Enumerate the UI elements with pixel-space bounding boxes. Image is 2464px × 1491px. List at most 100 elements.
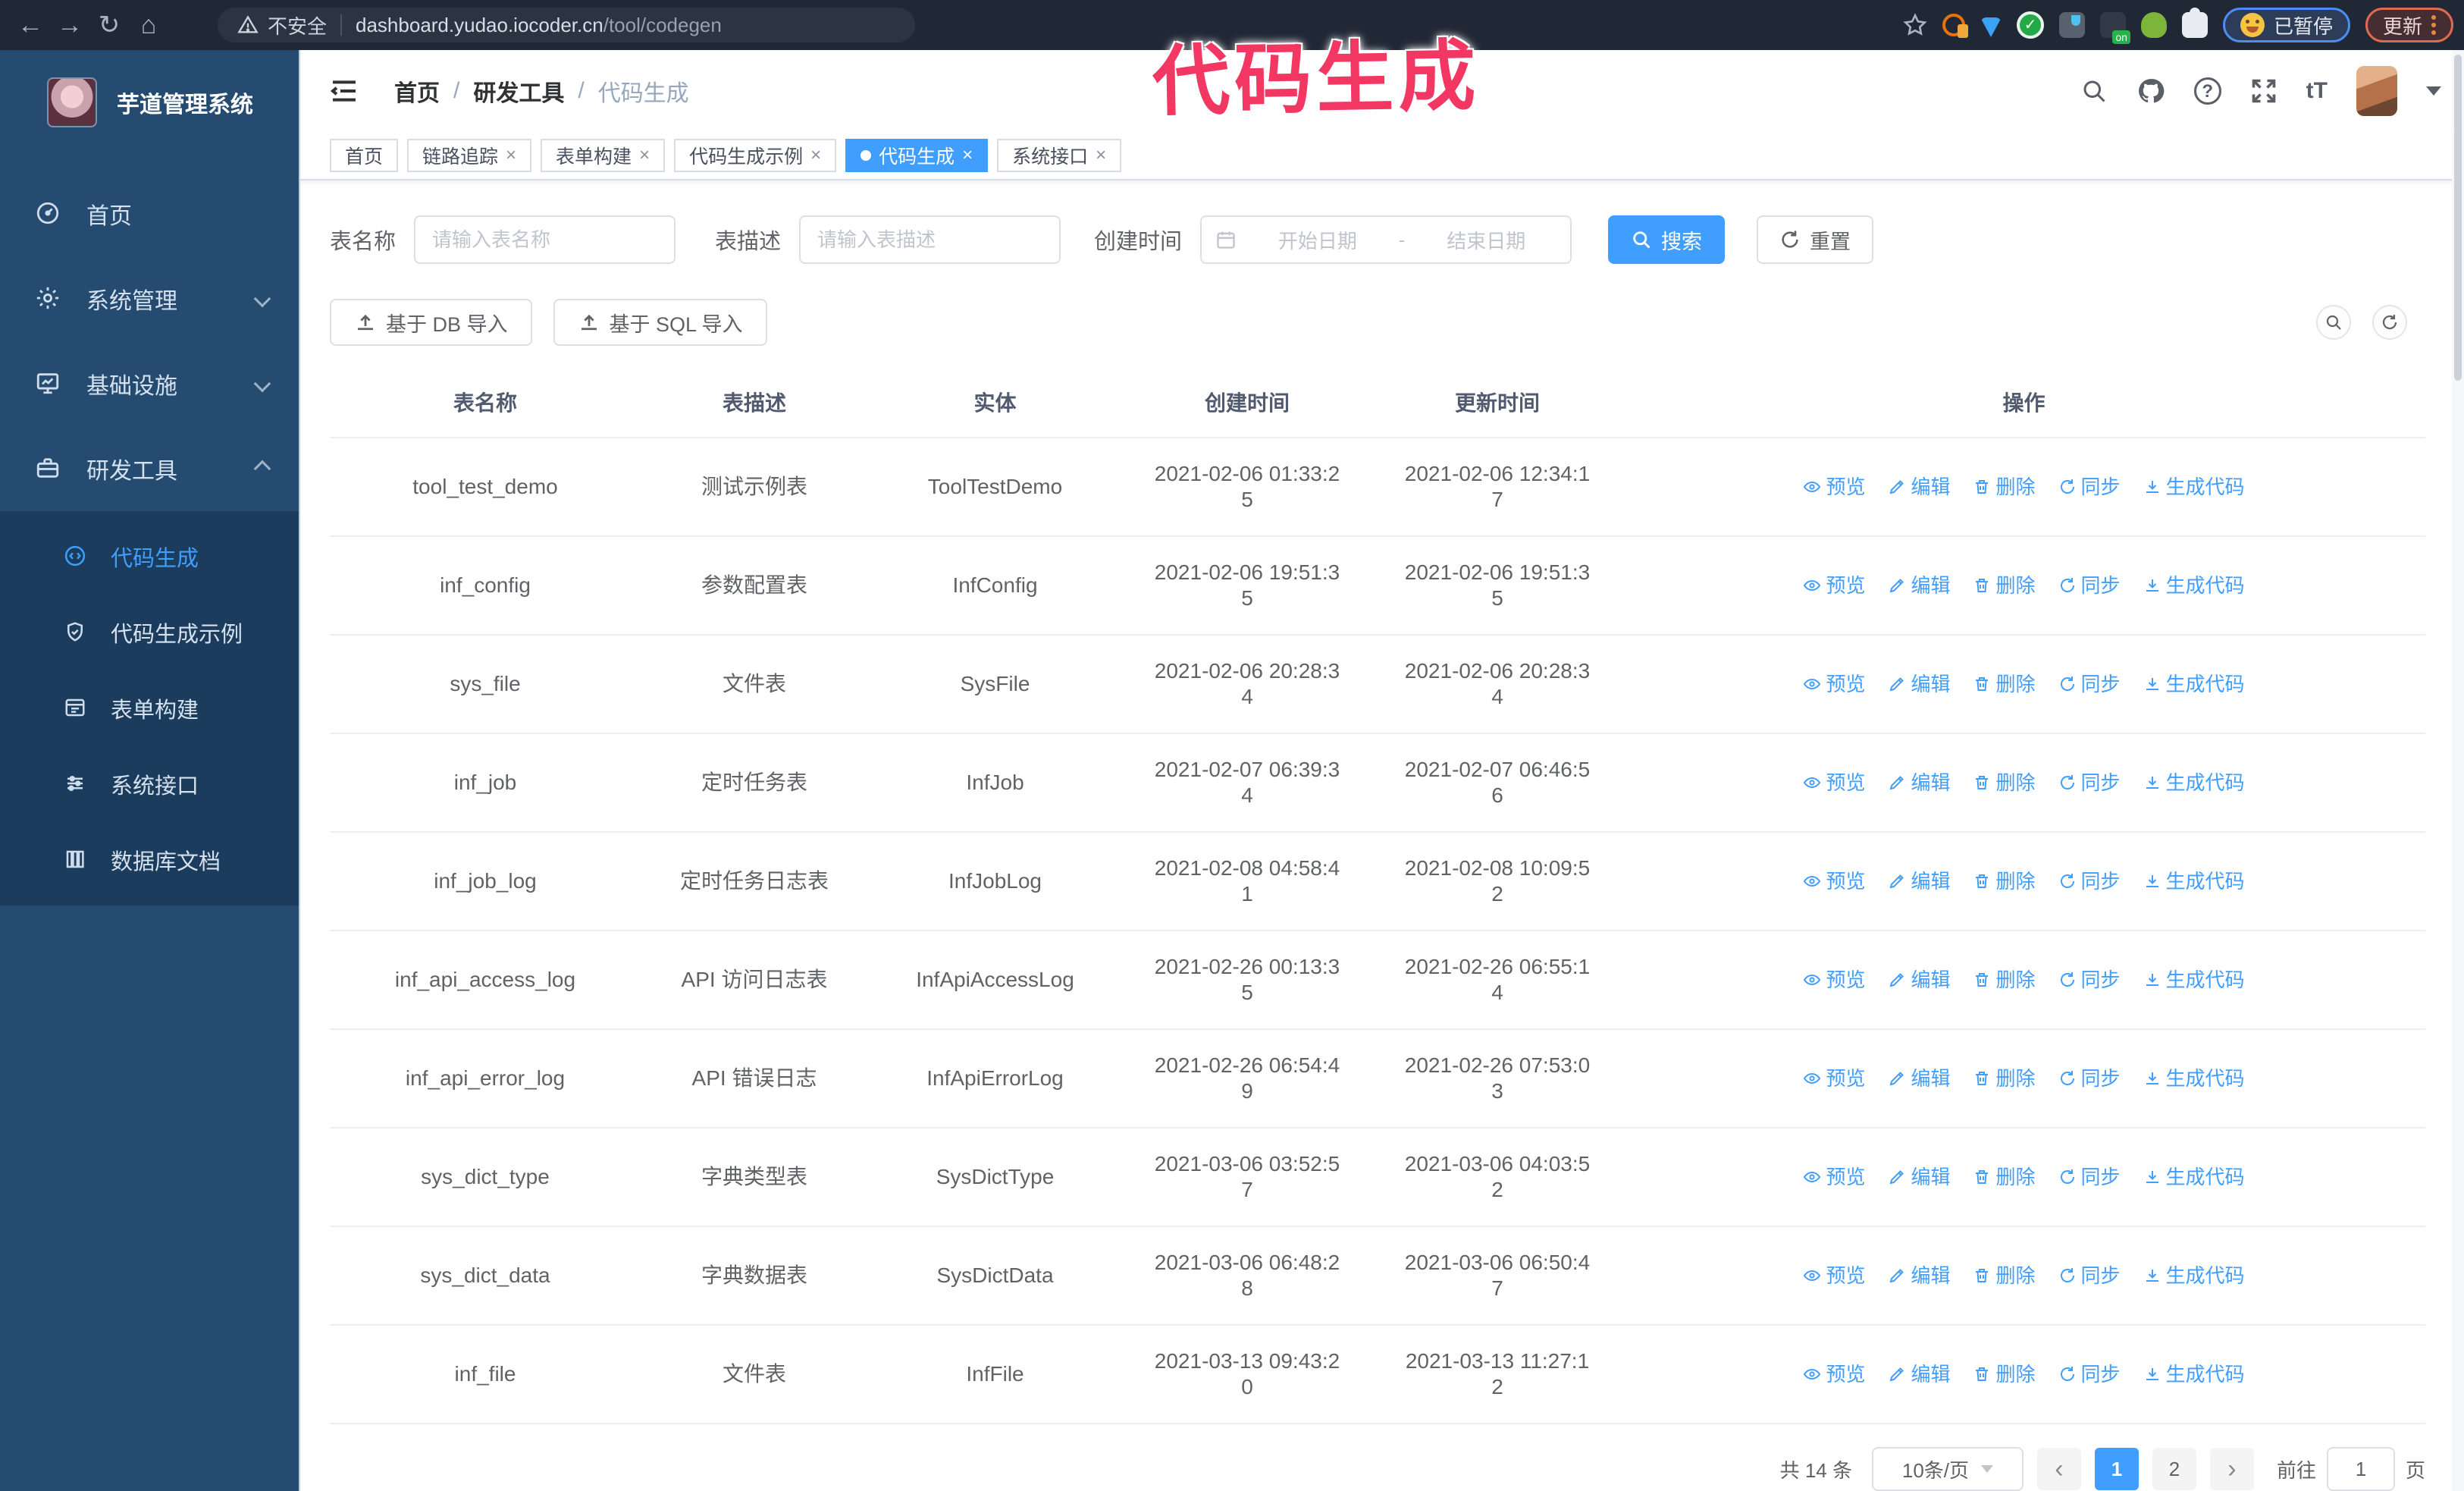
delete-link[interactable]: 删除: [1973, 1164, 2036, 1190]
eye-link[interactable]: 预览: [1803, 1066, 1865, 1091]
extension-icon[interactable]: [2140, 12, 2167, 38]
edit-link[interactable]: 编辑: [1888, 967, 1950, 993]
next-page-button[interactable]: ›: [2209, 1448, 2254, 1490]
tab-0[interactable]: 首页: [330, 139, 399, 172]
download-link[interactable]: 生成代码: [2143, 1164, 2245, 1190]
sidebar-item-1[interactable]: 系统管理: [0, 256, 299, 341]
user-avatar[interactable]: [2356, 66, 2397, 116]
download-link[interactable]: 生成代码: [2143, 1263, 2245, 1289]
help-icon[interactable]: ?: [2193, 77, 2221, 105]
table-name-field[interactable]: [432, 228, 658, 252]
sync-link[interactable]: 同步: [2058, 868, 2121, 894]
tab-4[interactable]: 代码生成 ×: [845, 139, 989, 172]
delete-link[interactable]: 删除: [1973, 1263, 2036, 1289]
table-desc-input[interactable]: [799, 215, 1061, 264]
browser-home-button[interactable]: ⌂: [140, 11, 157, 39]
table-desc-field[interactable]: [817, 228, 1043, 252]
sidebar-item-2[interactable]: 基础设施: [0, 341, 299, 426]
eye-link[interactable]: 预览: [1803, 770, 1865, 796]
delete-link[interactable]: 删除: [1973, 573, 2036, 598]
eye-link[interactable]: 预览: [1803, 573, 1865, 598]
sidebar-item-0[interactable]: 首页: [0, 171, 299, 256]
paused-extension-badge[interactable]: 已暂停: [2222, 8, 2350, 42]
page-size-select[interactable]: 10条/页: [1871, 1447, 2024, 1491]
address-bar[interactable]: 不安全 dashboard.yudao.iocoder.cn /tool/cod…: [218, 8, 915, 42]
tab-close-icon[interactable]: ×: [962, 145, 973, 165]
sync-link[interactable]: 同步: [2058, 1164, 2121, 1190]
refresh-button[interactable]: [2372, 305, 2407, 340]
eye-link[interactable]: 预览: [1803, 474, 1865, 500]
font-size-icon[interactable]: tT: [2306, 78, 2328, 103]
page-button-1[interactable]: 1: [2094, 1448, 2139, 1490]
goto-page-input[interactable]: 1: [2326, 1447, 2395, 1491]
download-link[interactable]: 生成代码: [2143, 1361, 2245, 1387]
edit-link[interactable]: 编辑: [1888, 868, 1950, 894]
sync-link[interactable]: 同步: [2058, 573, 2121, 598]
edit-link[interactable]: 编辑: [1888, 573, 1950, 598]
search-button[interactable]: 搜索: [1608, 215, 1726, 264]
sidebar-subitem-4[interactable]: 数据库文档: [0, 822, 299, 898]
import-db-button[interactable]: 基于 DB 导入: [330, 299, 532, 346]
browser-update-button[interactable]: 更新: [2365, 8, 2453, 42]
window-scrollbar[interactable]: [2452, 50, 2464, 1491]
page-button-2[interactable]: 2: [2152, 1448, 2196, 1490]
tab-close-icon[interactable]: ×: [1096, 145, 1107, 165]
import-sql-button[interactable]: 基于 SQL 导入: [553, 299, 767, 346]
edit-link[interactable]: 编辑: [1888, 1263, 1950, 1289]
download-link[interactable]: 生成代码: [2143, 770, 2245, 796]
delete-link[interactable]: 删除: [1973, 1066, 2036, 1091]
extension-icon[interactable]: ✓: [2016, 11, 2044, 39]
delete-link[interactable]: 删除: [1973, 1361, 2036, 1387]
extension-icon[interactable]: [2058, 12, 2085, 38]
edit-link[interactable]: 编辑: [1888, 671, 1950, 697]
github-icon[interactable]: [2136, 77, 2165, 105]
eye-link[interactable]: 预览: [1803, 868, 1865, 894]
fullscreen-icon[interactable]: [2250, 77, 2277, 105]
delete-link[interactable]: 删除: [1973, 671, 2036, 697]
delete-link[interactable]: 删除: [1973, 868, 2036, 894]
extension-icon[interactable]: [1942, 14, 1968, 38]
app-logo[interactable]: 芋道管理系统: [0, 50, 299, 150]
tab-close-icon[interactable]: ×: [639, 145, 650, 165]
delete-link[interactable]: 删除: [1973, 770, 2036, 796]
extension-icon[interactable]: [1980, 17, 2002, 37]
download-link[interactable]: 生成代码: [2143, 1066, 2245, 1091]
sidebar-subitem-1[interactable]: 代码生成示例: [0, 595, 299, 670]
tab-close-icon[interactable]: ×: [506, 145, 517, 165]
tab-1[interactable]: 链路追踪 ×: [407, 139, 532, 172]
table-name-input[interactable]: [414, 215, 676, 264]
toggle-search-button[interactable]: [2316, 305, 2351, 340]
browser-back-button[interactable]: ←: [17, 11, 43, 39]
download-link[interactable]: 生成代码: [2143, 671, 2245, 697]
edit-link[interactable]: 编辑: [1888, 1361, 1950, 1387]
user-menu-caret-icon[interactable]: [2426, 86, 2441, 96]
edit-link[interactable]: 编辑: [1888, 474, 1950, 500]
tab-2[interactable]: 表单构建 ×: [541, 139, 666, 172]
sidebar-subitem-3[interactable]: 系统接口: [0, 746, 299, 822]
sync-link[interactable]: 同步: [2058, 1263, 2121, 1289]
prev-page-button[interactable]: ‹: [2036, 1448, 2081, 1490]
extension-icon[interactable]: [2099, 12, 2130, 44]
download-link[interactable]: 生成代码: [2143, 967, 2245, 993]
eye-link[interactable]: 预览: [1803, 671, 1865, 697]
sync-link[interactable]: 同步: [2058, 1066, 2121, 1091]
extensions-puzzle-icon[interactable]: [2181, 8, 2208, 38]
tab-5[interactable]: 系统接口 ×: [997, 139, 1122, 172]
browser-menu-icon[interactable]: [2431, 15, 2436, 35]
edit-link[interactable]: 编辑: [1888, 1066, 1950, 1091]
hamburger-icon[interactable]: [329, 76, 359, 106]
date-range-picker[interactable]: 开始日期 - 结束日期: [1200, 215, 1572, 264]
download-link[interactable]: 生成代码: [2143, 573, 2245, 598]
eye-link[interactable]: 预览: [1803, 1361, 1865, 1387]
browser-reload-button[interactable]: ↻: [98, 11, 121, 39]
search-icon[interactable]: [2080, 77, 2108, 105]
breadcrumb-item-1[interactable]: 研发工具: [473, 81, 565, 106]
sync-link[interactable]: 同步: [2058, 1361, 2121, 1387]
sync-link[interactable]: 同步: [2058, 967, 2121, 993]
eye-link[interactable]: 预览: [1803, 967, 1865, 993]
sidebar-subitem-0[interactable]: 代码生成: [0, 519, 299, 595]
edit-link[interactable]: 编辑: [1888, 1164, 1950, 1190]
browser-forward-button[interactable]: →: [57, 11, 83, 39]
reset-button[interactable]: 重置: [1757, 215, 1874, 264]
sync-link[interactable]: 同步: [2058, 770, 2121, 796]
